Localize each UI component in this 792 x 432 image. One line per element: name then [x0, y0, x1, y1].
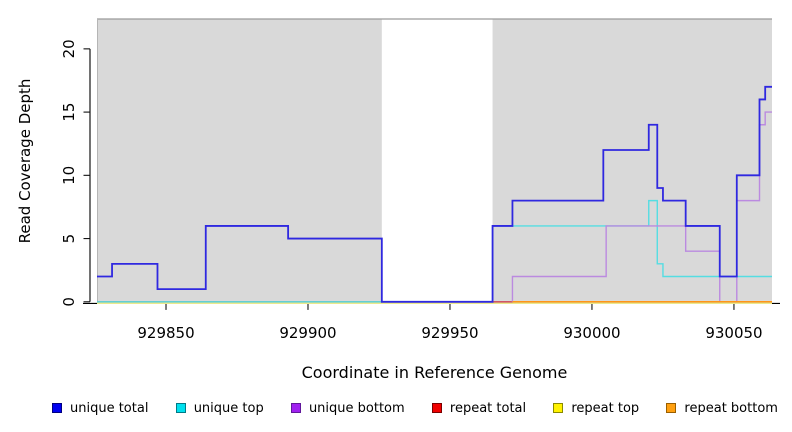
- x-tick-label: 930050: [705, 324, 762, 342]
- legend-item-repeat-bottom: repeat bottom: [666, 401, 778, 416]
- legend-swatch-icon: [175, 403, 186, 413]
- series-line-unique-total: [97, 85, 772, 303]
- x-tick-label: 930000: [563, 324, 620, 342]
- coverage-gap-band: [381, 19, 493, 303]
- legend-item-repeat-top: repeat top: [553, 401, 639, 416]
- legend-item-repeat-total: repeat total: [431, 400, 527, 416]
- legend-label: unique total: [70, 400, 149, 416]
- legend-item-unique-top: unique top: [175, 400, 264, 416]
- legend-swatch-icon: [553, 403, 564, 413]
- y-tick-label: 20: [60, 39, 78, 58]
- y-tick-label: 15: [60, 103, 78, 122]
- x-tick-label: 929900: [279, 324, 336, 342]
- legend: unique total unique top unique bottom repea…: [52, 397, 778, 419]
- x-tick-label: 929850: [137, 324, 194, 342]
- legend-swatch-icon: [666, 403, 677, 413]
- legend-item-unique-bottom: unique bottom: [290, 400, 405, 416]
- y-tick-label: 0: [60, 297, 78, 307]
- y-axis-title: Read Coverage Depth: [16, 78, 34, 244]
- y-tick-label: 5: [60, 234, 78, 244]
- legend-label: unique bottom: [308, 400, 405, 416]
- legend-swatch-icon: [52, 403, 62, 413]
- legend-label: repeat total: [449, 400, 527, 416]
- legend-swatch-icon: [431, 403, 442, 413]
- legend-label: repeat bottom: [684, 400, 778, 416]
- legend-item-unique-total: unique total: [52, 401, 148, 416]
- legend-swatch-icon: [290, 403, 301, 413]
- y-tick-label: 10: [60, 166, 78, 185]
- x-tick-label: 929950: [421, 324, 478, 342]
- x-axis-title: Coordinate in Reference Genome: [301, 363, 568, 382]
- legend-label: unique top: [193, 400, 264, 416]
- legend-label: repeat top: [571, 400, 640, 416]
